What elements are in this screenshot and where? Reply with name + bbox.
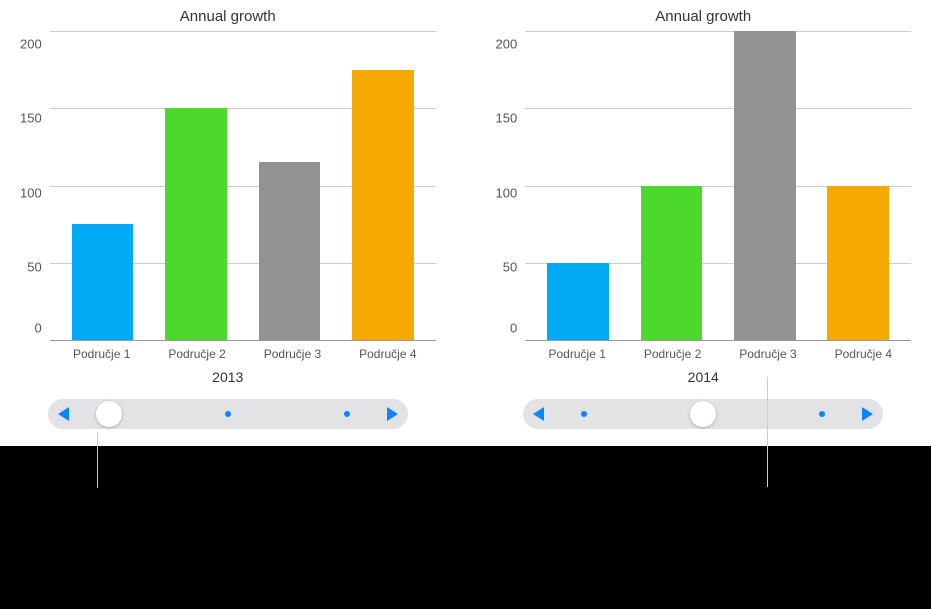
bar[interactable] [259, 162, 321, 340]
chart-title: Annual growth [20, 8, 436, 25]
chart-title: Annual growth [496, 8, 912, 25]
x-tick-label: Područje 3 [245, 347, 340, 361]
y-tick-label: 0 [34, 322, 41, 335]
chart-panel-2013: Annual growth 200150100500 Područje 1Pod… [20, 8, 436, 429]
bar[interactable] [547, 263, 609, 340]
y-tick-label: 150 [496, 112, 518, 125]
bars-container [50, 31, 436, 340]
y-tick-label: 50 [27, 260, 41, 273]
chart-area: 200 150 100 50 0 [496, 31, 912, 341]
bar[interactable] [734, 31, 796, 340]
bar-slot [812, 31, 905, 340]
bar-slot [718, 31, 811, 340]
bar[interactable] [827, 186, 889, 341]
x-tick-label: Područje 1 [530, 347, 625, 361]
slider-prev-icon[interactable] [533, 407, 544, 421]
year-slider[interactable] [48, 399, 408, 429]
y-axis: 200 150 100 50 0 [496, 31, 526, 341]
chart-area: 200 150 100 50 0 [20, 31, 436, 341]
x-tick-label: Područje 4 [340, 347, 435, 361]
x-tick-label: Područje 3 [720, 347, 815, 361]
x-axis-labels: Područje 1Područje 2Područje 3Područje 4 [20, 347, 436, 361]
slider-thumb[interactable] [96, 401, 122, 427]
slider-stop-dot [225, 411, 231, 417]
y-tick-label: 100 [20, 186, 42, 199]
y-tick-label: 100 [496, 186, 518, 199]
bar-slot [56, 31, 149, 340]
x-tick-label: Područje 2 [625, 347, 720, 361]
lower-background [0, 446, 931, 609]
bar[interactable] [72, 224, 134, 340]
bar-slot [531, 31, 624, 340]
bar-slot [243, 31, 336, 340]
bar[interactable] [641, 186, 703, 341]
y-tick-label: 200 [496, 38, 518, 51]
slider-prev-icon[interactable] [58, 407, 69, 421]
y-tick-label: 50 [503, 260, 517, 273]
slider-stop-dot [819, 411, 825, 417]
slider-next-icon[interactable] [862, 407, 873, 421]
plot-area [50, 31, 436, 341]
x-axis-labels: Područje 1Područje 2Područje 3Područje 4 [496, 347, 912, 361]
year-label: 2013 [20, 369, 436, 385]
x-tick-label: Područje 2 [149, 347, 244, 361]
bars-container [525, 31, 911, 340]
slider-next-icon[interactable] [387, 407, 398, 421]
x-tick-label: Područje 4 [816, 347, 911, 361]
y-tick-label: 200 [20, 38, 42, 51]
bar[interactable] [352, 70, 414, 340]
slider-thumb[interactable] [690, 401, 716, 427]
chart-panels: Annual growth 200150100500 Područje 1Pod… [0, 0, 931, 429]
chart-panel-2014: Annual growth 200150100500 Područje 1Pod… [496, 8, 912, 429]
slider-wrap [20, 399, 436, 429]
bar-slot [336, 31, 429, 340]
slider-stop-dot [581, 411, 587, 417]
plot-area [525, 31, 911, 341]
callout-line-right [767, 377, 768, 487]
bar[interactable] [165, 108, 227, 340]
y-tick-label: 150 [20, 112, 42, 125]
x-tick-label: Područje 1 [54, 347, 149, 361]
callout-line-left [97, 432, 98, 488]
y-axis: 200 150 100 50 0 [20, 31, 50, 341]
y-tick-label: 0 [510, 322, 517, 335]
bar-slot [149, 31, 242, 340]
slider-stop-dot [344, 411, 350, 417]
year-slider[interactable] [523, 399, 883, 429]
bar-slot [625, 31, 718, 340]
slider-wrap [496, 399, 912, 429]
year-label: 2014 [496, 369, 912, 385]
